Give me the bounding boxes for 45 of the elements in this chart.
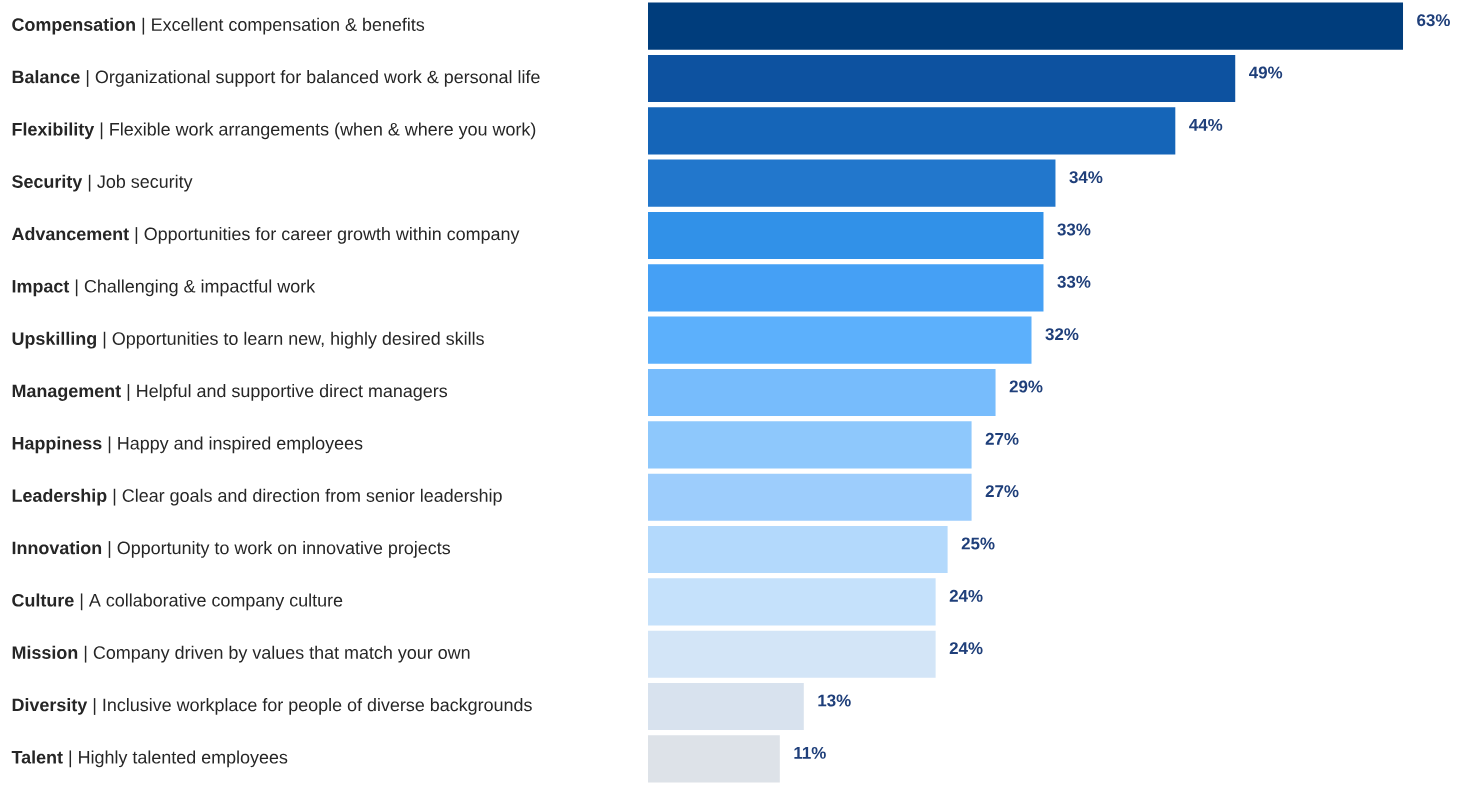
- y-tick-label: Security | Job security: [12, 174, 193, 192]
- y-tick-label: Culture | A collaborative company culture: [12, 593, 343, 611]
- bar: [648, 368, 996, 417]
- data-label: 27%: [985, 485, 1019, 498]
- bar: [648, 473, 972, 521]
- data-label: 34%: [1069, 171, 1103, 184]
- bar: [648, 264, 1044, 312]
- y-tick-label: Management | Helpful and supportive direct managers: [12, 384, 448, 401]
- data-label: 24%: [949, 642, 983, 655]
- data-label: 24%: [949, 589, 983, 602]
- data-label: 29%: [1009, 380, 1043, 393]
- data-label: 27%: [985, 432, 1019, 445]
- y-tick-label: Advancement | Opportunities for career growth within company: [11, 227, 520, 244]
- y-tick-label: Upskilling | Opportunities to learn new, highly desired skills: [12, 331, 484, 349]
- bar: [648, 316, 1032, 364]
- bar: [648, 54, 1236, 103]
- data-label: 33%: [1057, 275, 1091, 288]
- y-tick-label: Diversity | Inclusive workplace for people of diverse backgrounds: [12, 698, 532, 715]
- y-tick-label: Innovation | Opportunity to work on innovative projects: [12, 541, 451, 558]
- y-tick-label: Balance | Organizational support for balanced work & personal life: [12, 70, 540, 87]
- bar: [648, 735, 780, 783]
- data-label: 25%: [961, 537, 995, 550]
- bar: [648, 682, 804, 731]
- bar: [648, 525, 948, 574]
- y-tick-label: Leadership | Clear goals and direction from senior leadership: [12, 488, 502, 506]
- y-tick-label: Flexibility | Flexible work arrangements (when & where you work): [12, 122, 536, 140]
- bar: [648, 421, 972, 469]
- data-label: 49%: [1249, 66, 1283, 79]
- data-label: 33%: [1057, 223, 1091, 236]
- y-tick-label: Happiness | Happy and inspired employees: [12, 436, 363, 454]
- y-tick-label: Compensation | Excellent compensation & benefits: [12, 17, 425, 35]
- bar: [648, 2, 1404, 50]
- y-tick-label: Talent | Highly talented employees: [11, 750, 288, 768]
- bar: [648, 107, 1176, 155]
- bar: [648, 159, 1056, 207]
- bar: [648, 578, 936, 626]
- bar: [648, 211, 1044, 260]
- bar: [648, 630, 936, 678]
- data-label: 44%: [1189, 118, 1223, 131]
- y-tick-label: Mission | Company driven by values that match your own: [12, 645, 470, 663]
- data-label: 13%: [818, 694, 851, 707]
- data-label: 63%: [1417, 14, 1450, 27]
- y-tick-label: Impact | Challenging & impactful work: [12, 279, 316, 297]
- data-label: 11%: [794, 746, 826, 759]
- data-label: 32%: [1045, 328, 1079, 341]
